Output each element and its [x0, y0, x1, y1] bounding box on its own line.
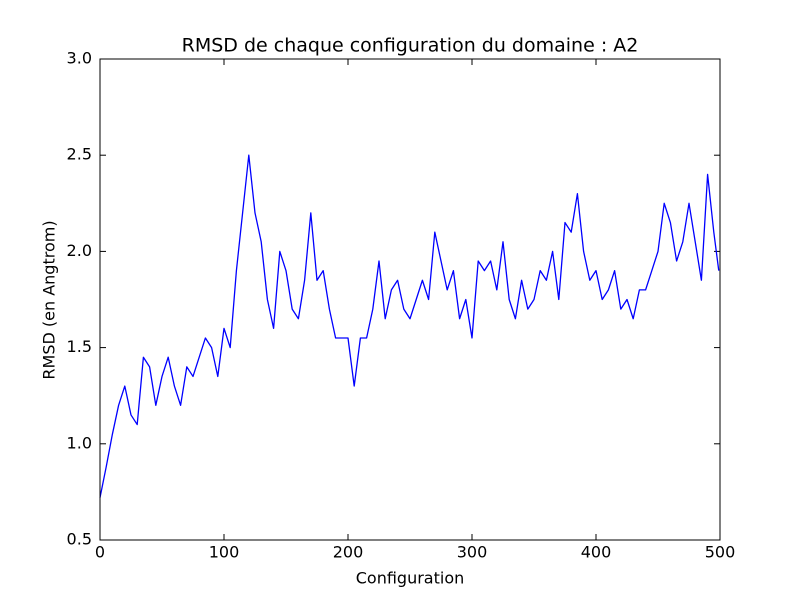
- data-line: [99, 154, 720, 498]
- y-axis-label: RMSD (en Angtrom): [40, 220, 59, 379]
- x-tick-label: 400: [581, 543, 612, 562]
- y-tick-label: 2.0: [67, 241, 92, 260]
- x-tick-label: 100: [209, 543, 240, 562]
- y-tick-label: 0.5: [67, 530, 92, 549]
- x-tick-label: 200: [333, 543, 364, 562]
- y-tick-label: 3.0: [67, 49, 92, 68]
- y-tick-label: 2.5: [67, 145, 92, 164]
- x-tick-label: 500: [705, 543, 736, 562]
- y-tick-label: 1.0: [67, 433, 92, 452]
- x-tick-label: 0: [95, 543, 105, 562]
- plot-frame: [99, 58, 721, 541]
- x-axis-label: Configuration: [356, 569, 465, 588]
- x-tick-label: 300: [457, 543, 488, 562]
- chart-title: RMSD de chaque configuration du domaine …: [182, 35, 639, 57]
- y-tick-label: 1.5: [67, 337, 92, 356]
